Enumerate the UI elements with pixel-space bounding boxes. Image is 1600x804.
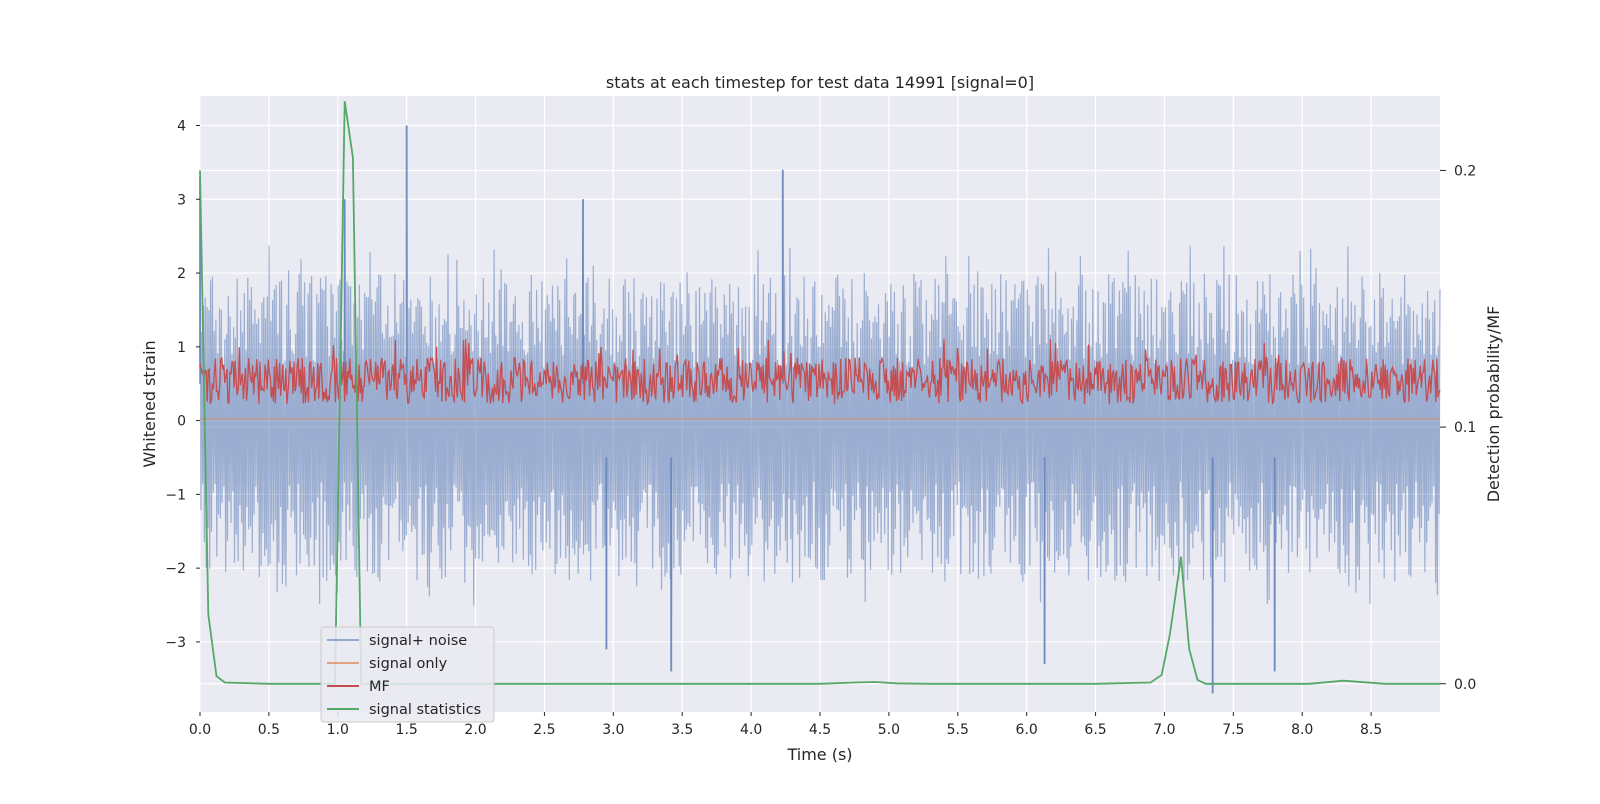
legend-label-mf: MF (369, 679, 390, 695)
x-tick-label: 8.0 (1291, 722, 1313, 738)
line-mf (199, 338, 1441, 407)
y-tick-label: −1 (165, 487, 186, 503)
x-tick-label: 7.5 (1222, 722, 1244, 738)
y2-axis-label: Detection probability/MF (1484, 306, 1503, 503)
x-tick-label: 1.0 (327, 722, 349, 738)
y-axis-label: Whitened strain (140, 340, 159, 467)
x-tick-label: 7.0 (1153, 722, 1175, 738)
x-tick-label: 5.0 (878, 722, 900, 738)
x-tick-label: 8.5 (1360, 722, 1382, 738)
y-tick-label: 3 (177, 192, 186, 208)
line-signal-statistics (199, 100, 1440, 685)
x-tick-label: 1.5 (396, 722, 418, 738)
y-tick-label: 1 (177, 340, 186, 356)
x-tick-label: 3.0 (602, 722, 624, 738)
y-tick-label: 0 (177, 414, 186, 430)
x-tick-label: 3.5 (671, 722, 693, 738)
x-tick-label: 0.5 (258, 722, 280, 738)
x-tick-label: 2.0 (464, 722, 486, 738)
x-tick-label: 4.5 (809, 722, 831, 738)
series-mf (199, 338, 1441, 407)
line-signal-noise (199, 125, 1441, 694)
y-tick-label: −3 (165, 635, 186, 651)
legend-label-signal-statistics: signal statistics (369, 702, 481, 718)
legend-label-signal-only: signal only (369, 656, 448, 672)
x-tick-label: 6.5 (1084, 722, 1106, 738)
y2-tick-label: 0.1 (1454, 420, 1476, 436)
y-tick-label: −2 (165, 561, 186, 577)
x-tick-label: 4.0 (740, 722, 762, 738)
x-tick-label: 5.5 (947, 722, 969, 738)
x-axis-label: Time (s) (786, 745, 852, 764)
x-tick-label: 6.0 (1016, 722, 1038, 738)
series-signal-noise (199, 125, 1441, 694)
y-axis-right: 0.2 0.1 0.0 (1440, 163, 1476, 693)
y-tick-label: 4 (177, 119, 186, 135)
y2-tick-label: 0.0 (1454, 677, 1476, 693)
chart-title: stats at each timestep for test data 149… (606, 73, 1034, 92)
x-tick-label: 2.5 (533, 722, 555, 738)
y-axis-left: 4 3 2 1 0 −1 −2 −3 (165, 119, 200, 651)
y2-tick-label: 0.2 (1454, 163, 1476, 179)
x-tick-label: 0.0 (189, 722, 211, 738)
legend-box (320, 626, 495, 723)
series-signal-statistics (199, 100, 1440, 685)
x-axis: 0.0 0.5 1.0 1.5 2.0 2.5 3.0 3.5 4.0 4.5 5.0 5.5 6.0 6… (189, 712, 1382, 738)
legend-label-signal-noise: signal+ noise (369, 633, 467, 649)
legend: signal+ noise signal only MF signal stat… (320, 626, 495, 723)
y-tick-label: 2 (177, 266, 186, 282)
